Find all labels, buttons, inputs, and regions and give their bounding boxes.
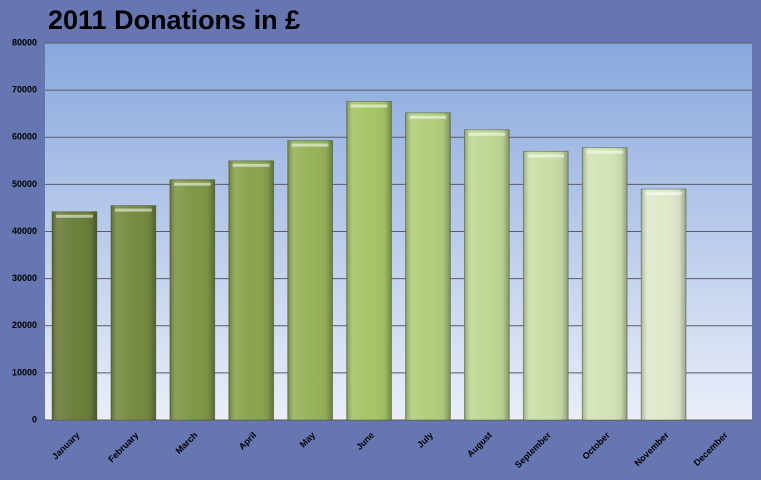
- bar-highlight: [114, 208, 152, 212]
- y-tick-label: 70000: [12, 85, 37, 95]
- bar-highlight: [56, 214, 93, 218]
- bar-highlight: [586, 150, 624, 154]
- bar: [51, 211, 98, 421]
- bar: [581, 147, 628, 421]
- y-tick-label: 40000: [12, 226, 37, 236]
- bar-highlight: [350, 104, 388, 108]
- bar-highlight: [527, 154, 565, 158]
- bar-highlight: [232, 163, 270, 167]
- bar: [463, 129, 510, 421]
- bar: [169, 179, 216, 421]
- bar: [287, 140, 334, 421]
- y-tick-label: 60000: [12, 132, 37, 142]
- bar-highlight: [173, 182, 211, 186]
- y-tick-label: 20000: [12, 320, 37, 330]
- y-tick-label: 0: [32, 414, 37, 424]
- y-tick-label: 50000: [12, 179, 37, 189]
- bar: [405, 112, 451, 421]
- bar-highlight: [645, 192, 683, 196]
- bar-highlight: [409, 115, 447, 119]
- bar: [228, 160, 275, 421]
- bar: [110, 205, 157, 421]
- bar-highlight: [291, 143, 329, 147]
- y-tick-label: 80000: [12, 37, 37, 47]
- bar: [346, 100, 392, 421]
- chart-title: 2011 Donations in £: [48, 5, 300, 35]
- y-tick-label: 30000: [12, 273, 37, 283]
- bar-highlight: [468, 132, 506, 136]
- bar: [640, 188, 687, 421]
- y-tick-label: 10000: [12, 367, 37, 377]
- bar: [522, 150, 569, 421]
